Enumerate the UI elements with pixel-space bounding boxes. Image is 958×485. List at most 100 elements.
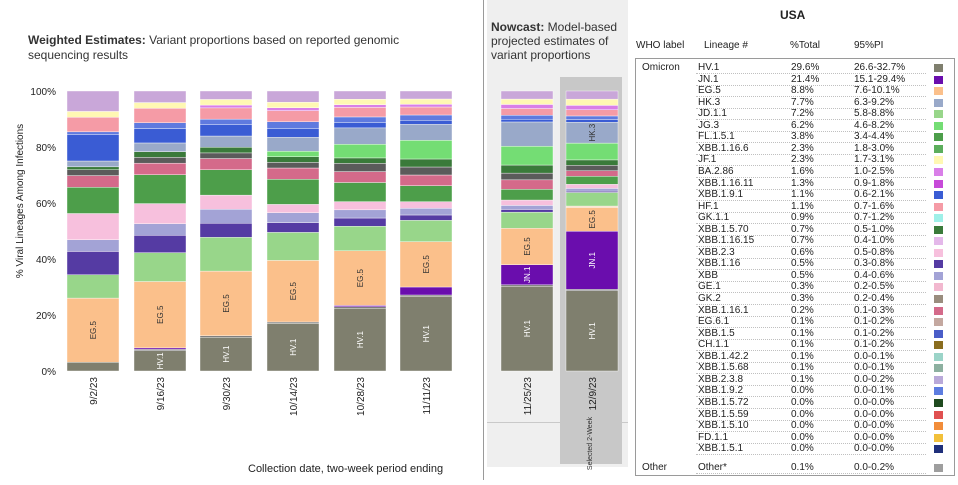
row-divider <box>696 280 926 282</box>
bar-segment-eg-5 <box>199 270 253 337</box>
cell-lineage: JN.1 <box>698 73 719 85</box>
bar-segment-fl-1-5-1 <box>266 162 320 169</box>
bar-segment-xbb-1-16 <box>66 251 120 275</box>
nowcast-divider <box>487 422 628 423</box>
bar-segment-xbb-1-5-70 <box>133 151 187 158</box>
bar-segment-hv-1 <box>565 290 619 372</box>
bar-segment-eg-5 <box>333 250 387 306</box>
cell-total: 0.7% <box>791 235 814 247</box>
y-axis-title: % Viral Lineages Among Infections <box>15 124 26 278</box>
y-tick-label: 0% <box>42 367 57 378</box>
bar-segment-other-1 <box>266 321 320 324</box>
color-swatch <box>934 318 943 327</box>
bar-segment-gk-green <box>199 237 253 272</box>
table-row: CH.1.1 0.1% 0.1-0.2% <box>636 339 954 350</box>
bar-segment-other-1 <box>199 335 253 338</box>
bar-segment-ge-1 <box>199 194 253 210</box>
bar-label: JN.1 <box>588 252 597 269</box>
table-row: XBB.1.16.11 1.3% 0.9-1.8% <box>636 178 954 189</box>
bar-segment-eg-5 <box>133 281 187 349</box>
y-tick-label: 60% <box>36 199 56 210</box>
cell-lineage: Other* <box>698 462 727 473</box>
bar-segment-gk-green <box>399 220 453 242</box>
table-row: XBB.1.16 0.5% 0.3-0.8% <box>636 258 954 269</box>
header-pi: 95%PI <box>854 40 884 51</box>
color-swatch <box>934 375 943 384</box>
color-swatch <box>934 387 943 396</box>
table-row-other: Other Other* 0.1% 0.0-0.2% <box>636 462 954 473</box>
color-swatch <box>934 191 943 200</box>
color-swatch <box>934 306 943 315</box>
bar-segment-xbb-1-16-6 <box>565 109 619 117</box>
color-swatch <box>934 295 943 303</box>
bar-segment-hk-3-green <box>199 169 253 196</box>
bar-segment-xbb-1-16 <box>500 209 554 213</box>
cell-pi: 0.4-0.6% <box>854 269 895 281</box>
bar-segment-fl-1-5-1 <box>199 152 253 159</box>
cell-total: 0.0% <box>791 431 814 443</box>
bar-segment-xbb-2-3 <box>565 188 619 192</box>
color-swatch <box>934 110 943 119</box>
table-row: XBB.1.16.6 2.3% 1.8-3.0% <box>636 143 954 154</box>
color-swatch <box>934 121 943 130</box>
bar-segment-eg-5 <box>266 260 320 323</box>
row-divider <box>696 350 926 352</box>
color-swatch <box>934 98 943 107</box>
bar-segment-jd-1-1 <box>399 174 453 186</box>
bar-segment-hv-1 <box>266 323 320 372</box>
bar-segment-hk-3-green <box>399 185 453 202</box>
usa-table-panel: USA WHO label Lineage # %Total 95%PI Omi… <box>632 0 958 485</box>
bar-label: HV.1 <box>523 320 532 338</box>
cell-total: 2.3% <box>791 142 814 154</box>
row-divider <box>696 153 926 155</box>
selected-period-box[interactable]: Selected 2-Week <box>560 416 622 470</box>
cell-lineage: XBB.2.3.8 <box>698 373 744 385</box>
color-swatch <box>934 410 943 419</box>
bar-segment-hk-3 <box>199 135 253 148</box>
x-tick-label: 9/2/23 <box>89 377 100 405</box>
bar-segment-ba-2-86 <box>266 107 320 111</box>
cell-pi: 3.4-4.4% <box>854 131 895 143</box>
cell-lineage: XBB.1.9.2 <box>698 385 744 397</box>
bar-segment-xbb-1-5-70 <box>333 157 387 164</box>
bar-label: EG.5 <box>588 210 597 229</box>
bar-segment-hk-3 <box>133 142 187 152</box>
bar-segment-tail <box>333 90 387 100</box>
cell-lineage: XBB <box>698 269 719 281</box>
nowcast-bold: Nowcast: <box>491 20 545 34</box>
bar-segment-xbb-1-16-11 <box>266 121 320 130</box>
bar-segment-ge-1 <box>266 204 320 213</box>
cell-lineage: XBB.1.16.15 <box>698 235 755 247</box>
x-tick-label: 12/9/23 <box>588 377 599 411</box>
cell-total: 0.1% <box>791 339 814 351</box>
bar-segment-xbb-1-9-1 <box>66 134 120 162</box>
row-divider <box>696 130 926 132</box>
bar-segment-xbb-1-5-70 <box>565 159 619 166</box>
row-divider <box>696 211 926 213</box>
row-divider <box>696 473 926 474</box>
row-divider <box>696 407 926 409</box>
cell-pi: 0.5-1.0% <box>854 223 895 235</box>
cell-pi: 5.8-8.8% <box>854 108 895 120</box>
color-swatch <box>934 260 943 269</box>
color-swatch <box>934 202 943 211</box>
bar-segment-ge-1 <box>500 199 554 206</box>
bar-segment-jf-1 <box>333 98 387 105</box>
cell-pi: 0.0-0.0% <box>854 396 895 408</box>
row-divider <box>696 142 926 144</box>
color-swatch <box>934 271 943 280</box>
bar-segment-ba-2-86 <box>565 105 619 110</box>
bar-segment-xbb-1-16 <box>266 222 320 233</box>
bar-segment-xbb-1-9-1 <box>500 119 554 123</box>
color-swatch <box>934 433 943 442</box>
region-title: USA <box>780 8 806 22</box>
table-row: XBB 0.5% 0.4-0.6% <box>636 270 954 281</box>
bar-segment-xbb-2-3 <box>333 209 387 219</box>
bar-segment-xbb-1-16-11 <box>199 118 253 125</box>
row-divider <box>696 246 926 248</box>
bar-segment-ba-2-86 <box>399 104 453 108</box>
bar-segment-xbb-2-3 <box>199 208 253 224</box>
bar-segment-jf-1 <box>266 101 320 108</box>
table-row: XBB.1.5 0.1% 0.1-0.2% <box>636 328 954 339</box>
cell-lineage: CH.1.1 <box>698 339 730 351</box>
